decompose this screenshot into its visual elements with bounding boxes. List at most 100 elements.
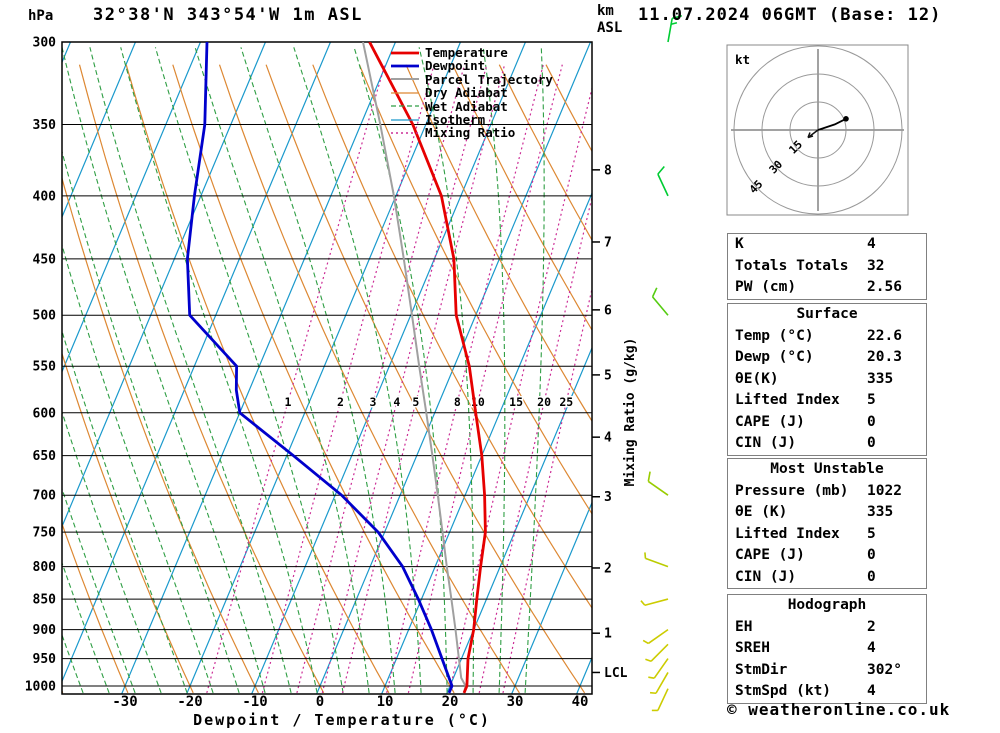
row-value: 0 <box>867 413 876 430</box>
isotherm-line <box>62 42 137 219</box>
wet-adiabat-line <box>62 243 214 694</box>
pressure-tick-label: 700 <box>33 489 57 504</box>
table-title: Surface <box>796 306 858 322</box>
row-label: CIN (J) <box>735 435 797 451</box>
wet-adiabat-line <box>62 329 188 694</box>
hodograph-box <box>726 44 909 216</box>
pressure-tick-label: 600 <box>33 406 57 421</box>
temp-tick-label: -20 <box>177 694 202 710</box>
temp-tick-label: 30 <box>507 694 524 710</box>
wet-adiabat-line <box>0 47 5 693</box>
hodograph-ring <box>789 101 847 159</box>
hodograph-ring <box>761 73 875 187</box>
row-value: 5 <box>867 392 876 408</box>
temp-tick-label: 10 <box>377 694 394 710</box>
temp-tick-label: 20 <box>442 694 459 710</box>
skewt-background <box>0 42 592 694</box>
row-label: EH <box>735 618 753 635</box>
isotherm-line <box>0 42 5 694</box>
wet-adiabat-line <box>482 47 506 693</box>
legend-line-sample <box>391 118 419 121</box>
pressure-tick-label: 800 <box>33 560 57 575</box>
row-label: StmSpd (kt) <box>735 683 832 699</box>
legend-line-sample <box>391 132 419 134</box>
km-tick-label: 8 <box>604 163 612 178</box>
mixing-ratio-label: 15 <box>509 395 523 409</box>
surface-table: Surface Temp (°C) 22.6 Dewp (°C) 20.3 θE(K) 33… <box>727 303 927 456</box>
chart-legend: Temperature Dewpoint Parcel Trajectory Dry … <box>390 46 553 140</box>
pressure-tick-label: 350 <box>33 118 57 133</box>
wet-adiabat-line <box>62 410 162 694</box>
legend-label: Temperature <box>425 45 508 60</box>
row-value: 2.56 <box>867 279 902 295</box>
legend-line-sample <box>391 105 419 107</box>
pressure-tick-label: 450 <box>33 252 57 267</box>
table-row: Lifted Index 5 <box>728 524 926 546</box>
table-row: SREH 4 <box>728 638 926 660</box>
legend-label: Mixing Ratio <box>425 125 516 141</box>
mixing-ratio-line <box>206 64 386 694</box>
pressure-tick-label: 950 <box>33 652 57 667</box>
table-row: CIN (J) 0 <box>728 433 926 455</box>
row-value: 302° <box>867 661 902 678</box>
station-title: 32°38'N 343°54'W 1m ASL <box>93 5 363 25</box>
km-axis-label: km <box>597 3 614 19</box>
row-value: 335 <box>867 370 894 387</box>
wet-adiabat-line <box>62 47 266 694</box>
hodograph-table: Hodograph EH 2 SREH 4 StmDir 302° StmSpd (kt) 4 <box>727 594 927 704</box>
row-value: 22.6 <box>867 327 902 344</box>
wind-barb <box>651 287 669 316</box>
legend-label: Dry Adiabat <box>425 85 508 101</box>
table-row: StmSpd (kt) 4 <box>728 681 926 703</box>
hodograph-ring <box>733 45 903 215</box>
row-value: 0 <box>867 547 876 563</box>
wet-adiabat-line <box>524 47 545 693</box>
km-tick-label: LCL <box>604 666 628 681</box>
mixing-ratio-label: 3 <box>370 395 377 409</box>
legend-item: Wet Adiabat <box>390 99 553 113</box>
wind-barb <box>647 471 669 496</box>
row-label: Temp (°C) <box>735 327 814 344</box>
temp-tick-label: 0 <box>316 694 324 710</box>
legend-item: Dry Adiabat <box>390 85 553 101</box>
row-label: K <box>735 236 744 252</box>
km-tick-label: 1 <box>604 627 612 642</box>
dry-adiabat-line <box>358 64 592 515</box>
mixing-ratio-line <box>502 286 592 694</box>
indices-table: K 4 Totals Totals 32 PW (cm) 2.56 <box>727 233 927 300</box>
table-row: CAPE (J) 0 <box>728 412 926 434</box>
hodograph-trace-dot <box>843 116 849 122</box>
pressure-tick-label: 750 <box>33 526 57 541</box>
temp-tick-label: -10 <box>242 694 267 710</box>
wind-barb <box>640 598 669 607</box>
pressure-tick-label: 550 <box>33 360 57 375</box>
row-label: CIN (J) <box>735 568 797 585</box>
row-label: StmDir <box>735 661 788 678</box>
mixing-ratio-label: 1 <box>285 395 292 409</box>
wet-adiabat-line <box>240 47 396 693</box>
dry-adiabat-line <box>62 176 259 694</box>
mixing-ratio-label: 8 <box>454 395 461 409</box>
pressure-tick-label: 650 <box>33 449 57 464</box>
dry-adiabat-line <box>62 522 129 694</box>
table-row: PW (cm) 2.56 <box>728 277 926 299</box>
wind-barb <box>667 15 683 43</box>
table-title: Hodograph <box>787 597 867 613</box>
dry-adiabat-line <box>218 64 520 694</box>
isotherm-line <box>62 42 202 374</box>
pressure-tick-label: 1000 <box>25 680 56 695</box>
hodograph-unit-label: kt <box>735 52 750 67</box>
table-row: CIN (J) 0 <box>728 567 926 589</box>
legend-label: Isotherm <box>425 111 486 127</box>
asl-axis-label: ASL <box>597 20 623 36</box>
legend-line-sample <box>391 64 419 68</box>
wind-barb <box>645 643 669 663</box>
isotherm-line <box>62 42 267 529</box>
table-row: θE(K) 335 <box>728 369 926 391</box>
row-value: 4 <box>867 640 876 656</box>
mixing-ratio-axis-title: Mixing Ratio (g/kg) <box>623 338 638 487</box>
parcel-trajectory-curve <box>362 42 467 694</box>
profile-curves <box>185 42 487 694</box>
